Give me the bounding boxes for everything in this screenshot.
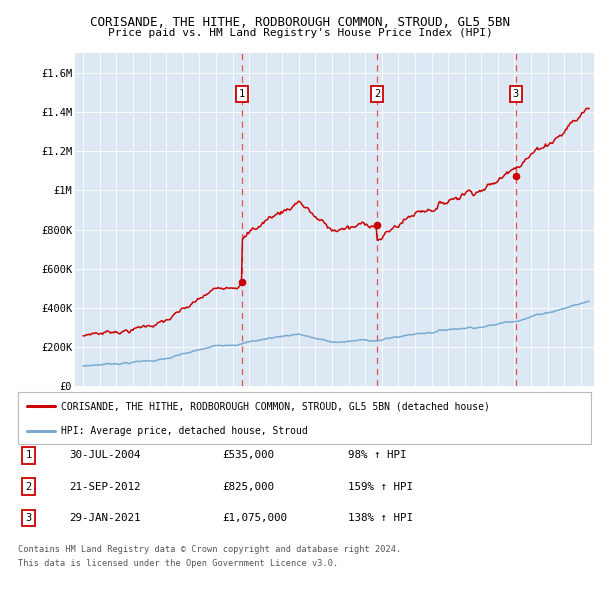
Text: CORISANDE, THE HITHE, RODBOROUGH COMMON, STROUD, GL5 5BN (detached house): CORISANDE, THE HITHE, RODBOROUGH COMMON,… [61, 401, 490, 411]
Text: This data is licensed under the Open Government Licence v3.0.: This data is licensed under the Open Gov… [18, 559, 338, 568]
Text: 21-SEP-2012: 21-SEP-2012 [69, 482, 140, 491]
Text: 138% ↑ HPI: 138% ↑ HPI [348, 513, 413, 523]
Text: £825,000: £825,000 [222, 482, 274, 491]
Text: CORISANDE, THE HITHE, RODBOROUGH COMMON, STROUD, GL5 5BN: CORISANDE, THE HITHE, RODBOROUGH COMMON,… [90, 16, 510, 29]
Text: £1,075,000: £1,075,000 [222, 513, 287, 523]
Text: Price paid vs. HM Land Registry's House Price Index (HPI): Price paid vs. HM Land Registry's House … [107, 28, 493, 38]
Text: 3: 3 [26, 513, 32, 523]
Text: Contains HM Land Registry data © Crown copyright and database right 2024.: Contains HM Land Registry data © Crown c… [18, 545, 401, 555]
Text: 29-JAN-2021: 29-JAN-2021 [69, 513, 140, 523]
Text: 159% ↑ HPI: 159% ↑ HPI [348, 482, 413, 491]
Text: 30-JUL-2004: 30-JUL-2004 [69, 451, 140, 460]
Text: 3: 3 [512, 89, 519, 99]
Text: 2: 2 [26, 482, 32, 491]
Text: £535,000: £535,000 [222, 451, 274, 460]
Text: 1: 1 [239, 89, 245, 99]
Text: 2: 2 [374, 89, 380, 99]
Text: 98% ↑ HPI: 98% ↑ HPI [348, 451, 407, 460]
Text: 1: 1 [26, 451, 32, 460]
Text: HPI: Average price, detached house, Stroud: HPI: Average price, detached house, Stro… [61, 426, 308, 435]
